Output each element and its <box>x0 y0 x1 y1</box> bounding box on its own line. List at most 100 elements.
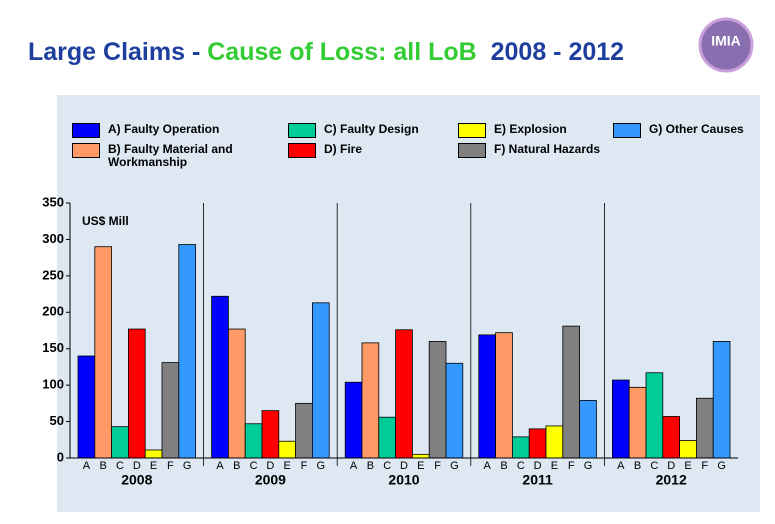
bar <box>127 328 146 459</box>
legend-swatch <box>72 143 100 158</box>
bar <box>77 355 96 459</box>
bar <box>244 423 263 459</box>
bar <box>679 440 697 459</box>
bar <box>227 328 246 459</box>
bar <box>478 334 496 459</box>
bar <box>628 386 647 459</box>
bar <box>712 341 731 459</box>
bar-label: G <box>183 460 192 472</box>
title: Large Claims - Cause of Loss: all LoB 20… <box>28 38 624 67</box>
legend-item: D) Fire <box>288 143 464 158</box>
title-part: Cause of Loss: all LoB <box>207 38 477 66</box>
bar <box>94 246 113 459</box>
legend-item: G) Other Causes <box>613 123 775 138</box>
legend-label: A) Faulty Operation <box>108 122 220 136</box>
bar-label: C <box>517 460 525 472</box>
bar <box>696 397 714 459</box>
legend-swatch <box>458 143 486 158</box>
legend-swatch <box>458 123 486 138</box>
legend-swatch <box>288 123 316 138</box>
legend-item: F) Natural Hazards <box>458 143 634 158</box>
bar-label: F <box>301 460 308 472</box>
bar <box>612 379 630 459</box>
legend-item: C) Faulty Design <box>288 123 464 138</box>
legend-swatch <box>72 123 100 138</box>
bar <box>545 425 564 459</box>
bar-label: B <box>367 460 374 472</box>
bar <box>528 428 547 459</box>
y-axis-label: US$ Mill <box>82 214 129 228</box>
legend-label: D) Fire <box>324 142 363 156</box>
bar-label: D <box>400 460 408 472</box>
bar <box>295 402 313 459</box>
bar <box>378 416 396 459</box>
y-tick-label: 100 <box>42 377 64 392</box>
bar-label: G <box>584 460 593 472</box>
logo <box>698 17 754 73</box>
bar-label: E <box>551 460 558 472</box>
bar-label: E <box>417 460 424 472</box>
bar-label: E <box>150 460 157 472</box>
bar-label: E <box>284 460 291 472</box>
bar-label: G <box>717 460 726 472</box>
bar <box>361 342 380 459</box>
y-tick-label: 0 <box>57 449 64 464</box>
legend-item: A) Faulty Operation <box>72 123 248 138</box>
bar <box>211 295 229 459</box>
x-tick-label: 2012 <box>656 472 687 488</box>
bar-label: D <box>534 460 542 472</box>
x-tick-label: 2009 <box>255 472 286 488</box>
bar <box>395 329 413 459</box>
title-part: Large Claims - <box>28 38 208 66</box>
bar <box>311 302 330 459</box>
bar-label: D <box>667 460 675 472</box>
bar <box>261 410 280 459</box>
bar <box>495 332 513 459</box>
x-tick-label: 2008 <box>121 472 152 488</box>
bar-label: G <box>450 460 459 472</box>
bar <box>411 453 430 459</box>
logo-text: IMIA <box>711 33 741 49</box>
bar <box>178 244 197 459</box>
bar-label: A <box>484 460 492 472</box>
bar-label: F <box>434 460 441 472</box>
bar-label: A <box>83 460 91 472</box>
y-tick-label: 50 <box>50 413 64 428</box>
bar-label: B <box>100 460 107 472</box>
legend-swatch <box>613 123 641 138</box>
bar-label: B <box>233 460 240 472</box>
bar-label: E <box>684 460 691 472</box>
bar <box>579 400 597 459</box>
bar-label: F <box>568 460 575 472</box>
bar-label: B <box>500 460 507 472</box>
bar-label: D <box>133 460 141 472</box>
y-tick-label: 300 <box>42 231 64 246</box>
bar-label: A <box>216 460 224 472</box>
bar-label: B <box>634 460 641 472</box>
bar <box>645 372 664 459</box>
bar <box>428 341 447 459</box>
bar <box>111 426 129 459</box>
title-part: 2008 - 2012 <box>476 38 625 66</box>
bar <box>161 362 180 459</box>
bar-label: A <box>617 460 625 472</box>
legend-label: G) Other Causes <box>649 122 744 136</box>
legend-swatch <box>288 143 316 158</box>
bar-label: F <box>167 460 174 472</box>
bar-label: C <box>383 460 391 472</box>
bar-label: C <box>250 460 258 472</box>
bar-label: F <box>701 460 708 472</box>
bar <box>512 436 530 459</box>
bar-label: G <box>317 460 326 472</box>
legend-label: F) Natural Hazards <box>494 142 601 156</box>
bar-label: C <box>650 460 658 472</box>
bar <box>278 440 296 459</box>
legend-item: B) Faulty Material and Workmanship <box>72 143 248 169</box>
y-tick-label: 150 <box>42 340 64 355</box>
y-tick-label: 250 <box>42 267 64 282</box>
bar-label: C <box>116 460 124 472</box>
x-tick-label: 2011 <box>522 472 553 488</box>
bar <box>562 325 580 459</box>
y-tick-label: 200 <box>42 304 64 319</box>
